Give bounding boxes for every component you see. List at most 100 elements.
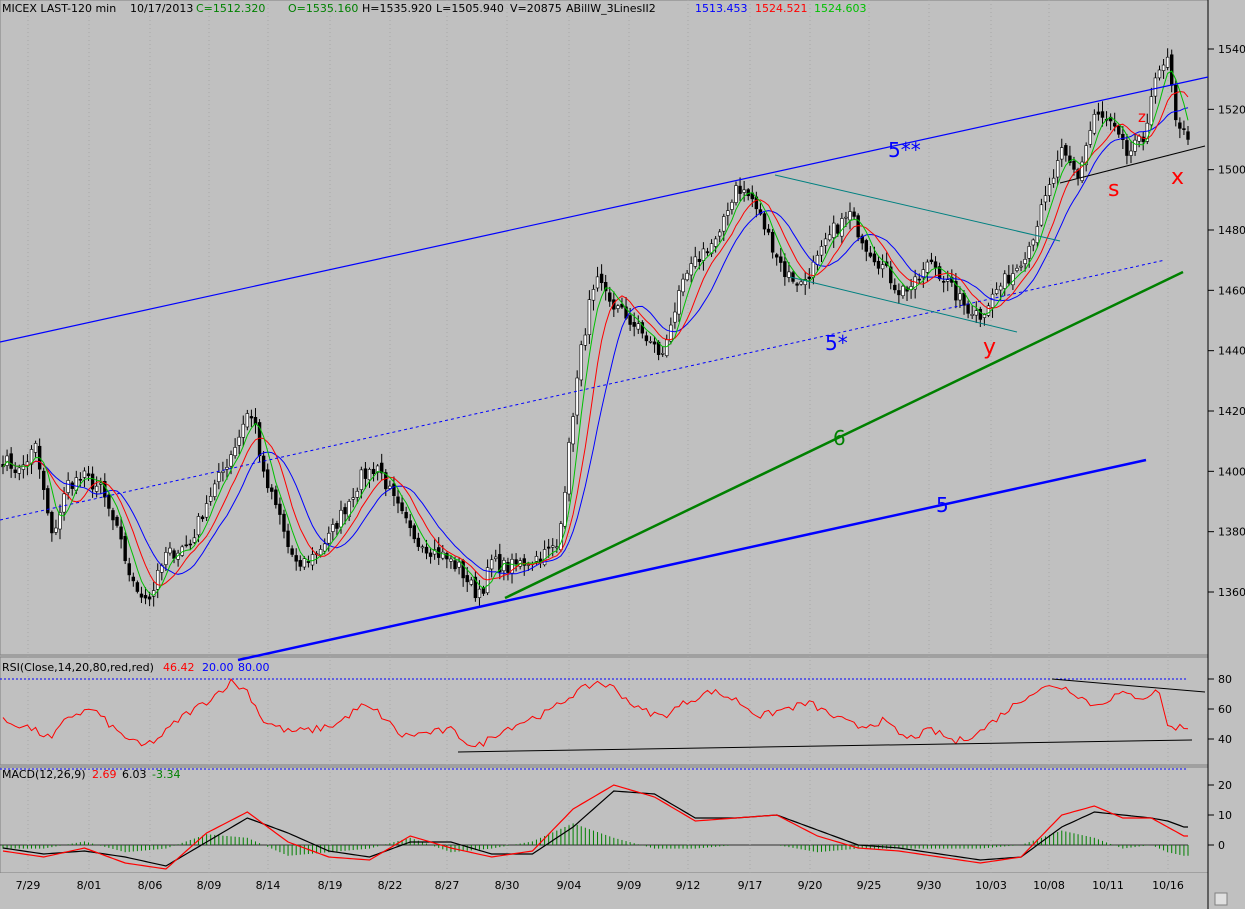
candle-body — [685, 272, 689, 281]
candle-body — [677, 290, 681, 315]
candle-body — [127, 563, 131, 576]
label-x: x — [1171, 165, 1184, 190]
candle-body — [371, 468, 376, 474]
candle-body — [265, 469, 270, 489]
candle-body — [445, 553, 449, 560]
candle-body — [473, 576, 478, 599]
candle-body — [595, 276, 600, 289]
candle-body — [644, 335, 649, 342]
candle-body — [367, 469, 372, 481]
label-6: 6 — [833, 426, 846, 450]
candle-body — [290, 548, 294, 555]
candle-body — [1178, 122, 1182, 129]
date-tick-label: 10/03 — [975, 879, 1007, 892]
candle-body — [351, 497, 355, 500]
candle-body — [359, 469, 364, 490]
rsi-resistance-line — [1051, 678, 1206, 693]
candle-body — [1064, 145, 1068, 156]
candle-body — [107, 494, 111, 509]
candle-body — [94, 485, 99, 492]
candle-body — [917, 278, 921, 281]
candle-body — [579, 344, 583, 381]
candle-body — [758, 209, 763, 215]
candle-body — [941, 280, 946, 283]
candle-body — [46, 488, 50, 514]
candle-body — [229, 454, 233, 467]
channel-dashed-line-5s — [0, 259, 1166, 521]
candle-body — [99, 482, 103, 485]
candle-body — [652, 341, 657, 345]
candle-body — [632, 322, 636, 327]
candle-body — [1092, 114, 1097, 134]
header-indicator: ABillW_3LinesII2 — [566, 2, 656, 15]
candle-body — [1117, 125, 1121, 135]
candle-body — [188, 543, 193, 546]
date-tick-label: 9/04 — [557, 879, 582, 892]
candle-body — [1157, 69, 1162, 79]
candle-body — [815, 254, 820, 265]
candle-body — [1088, 130, 1092, 145]
header-volume: V=20875 — [510, 2, 562, 15]
price-tick-label: 1480 — [1218, 224, 1245, 237]
candle-body — [400, 502, 404, 512]
label-z: z — [1138, 108, 1146, 126]
candle-body — [795, 283, 799, 286]
candle-body — [21, 464, 26, 470]
candle-body — [738, 185, 742, 194]
candle-body — [1113, 122, 1117, 127]
rsi-marks — [2, 678, 1206, 753]
candle-body — [278, 503, 282, 515]
candle-body — [494, 556, 498, 560]
candle-body — [575, 377, 579, 416]
candle-body — [261, 455, 266, 472]
candle-body — [1133, 139, 1137, 152]
candle-body — [823, 238, 828, 246]
candle-body — [1047, 184, 1052, 196]
candle-body — [1129, 150, 1133, 156]
candle-body — [901, 285, 905, 297]
candle-body — [1165, 56, 1170, 68]
candle-body — [868, 252, 873, 257]
candle-body — [770, 231, 775, 253]
candle-body — [974, 310, 978, 316]
black-support-line — [1059, 145, 1206, 184]
date-tick-label: 9/30 — [917, 879, 942, 892]
candle-body — [184, 544, 188, 547]
candle-body — [213, 483, 217, 497]
candle-body — [1121, 133, 1125, 140]
candle-body — [66, 480, 70, 493]
rsi-header: RSI(Close,14,20,80,red,red) 46.42 20.00 … — [2, 661, 270, 674]
price-tick-label: 1440 — [1218, 345, 1245, 358]
candle-body — [807, 276, 811, 279]
candle-body — [893, 284, 897, 291]
date-tick-label: 8/14 — [256, 879, 281, 892]
candle-body — [139, 593, 144, 598]
candle-body — [233, 447, 237, 457]
candle-body — [147, 596, 152, 600]
header-ind-green: 1524.603 — [814, 2, 867, 15]
candle-body — [282, 513, 286, 532]
candle-body — [115, 516, 119, 526]
candle-body — [705, 251, 710, 254]
candle-body — [217, 472, 221, 482]
candle-body — [428, 552, 433, 557]
candle-body — [1031, 239, 1035, 246]
candle-body — [404, 512, 408, 519]
date-tick-label: 9/12 — [676, 879, 701, 892]
candle-body — [608, 292, 612, 302]
candle-body — [701, 248, 706, 261]
candle-body — [555, 546, 559, 549]
candle-body — [392, 483, 396, 496]
candle-body — [302, 558, 307, 568]
candle-body — [477, 588, 482, 598]
candle-body — [1007, 274, 1011, 284]
candle-body — [192, 537, 197, 543]
candle-body — [1011, 273, 1015, 286]
label-5: 5 — [936, 493, 949, 517]
header-date: 10/17/2013 — [130, 2, 193, 15]
candle-body — [253, 416, 258, 425]
trendline-6 — [504, 270, 1184, 600]
candle-body — [1015, 267, 1019, 271]
corner-box[interactable] — [1214, 892, 1228, 906]
